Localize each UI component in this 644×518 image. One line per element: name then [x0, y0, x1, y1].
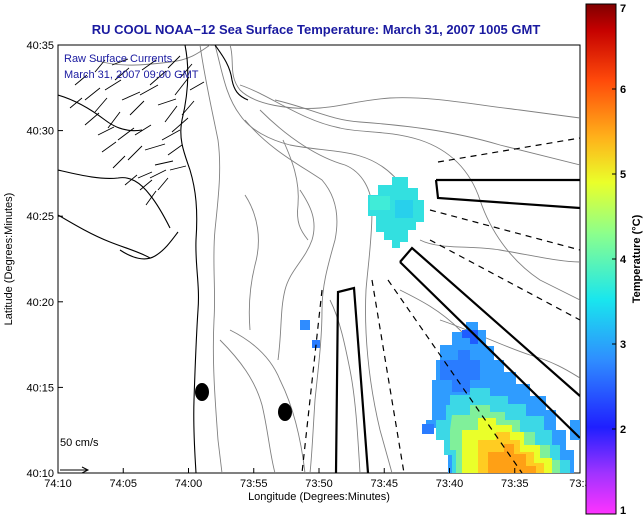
y-tick-label: 40:10 — [26, 468, 54, 480]
y-tick-label: 40:25 — [26, 211, 54, 223]
colorbar-tick-label: 1 — [620, 505, 626, 517]
colorbar-tick-label: 2 — [620, 424, 626, 436]
map-title: RU COOL NOAA−12 Sea Surface Temperature:… — [0, 22, 644, 37]
currents-label: Raw Surface Currents — [64, 53, 173, 65]
station-marker — [195, 383, 209, 401]
x-tick-label: 73:45 — [370, 478, 398, 490]
colorbar-tick-label: 4 — [620, 254, 627, 266]
y-tick-label: 40:30 — [26, 126, 54, 138]
x-axis-label: Longitude (Degrees:Minutes) — [248, 491, 390, 503]
x-axis: 74:10 74:05 74:00 73:55 73:50 73:45 73:40 73:35… — [44, 468, 591, 490]
colorbar-label: Temperature (°C) — [631, 214, 643, 303]
x-tick-label: 73:35 — [501, 478, 529, 490]
colorbar-tick-label: 6 — [620, 84, 626, 96]
coastline — [58, 45, 249, 473]
plot-area: Raw Surface Currents March 31, 2007 09:0… — [58, 45, 580, 473]
station-marker — [278, 403, 292, 421]
map-title-text: RU COOL NOAA−12 Sea Surface Temperature:… — [91, 22, 541, 37]
bathymetry-contours — [94, 45, 580, 473]
colorbar-tick-label: 7 — [620, 3, 626, 15]
colorbar-tick-label: 3 — [620, 339, 626, 351]
sst-speck — [300, 320, 310, 330]
x-tick-label: 74:10 — [44, 478, 72, 490]
x-tick-label: 73:40 — [436, 478, 464, 490]
colorbar — [585, 3, 617, 515]
current-vectors — [60, 55, 205, 473]
sst-pixels — [300, 177, 580, 473]
y-tick-label: 40:20 — [26, 297, 54, 309]
shipping-lanes — [301, 137, 580, 473]
x-tick-label: 73:3 — [569, 478, 590, 490]
x-tick-label: 74:00 — [175, 478, 203, 490]
y-axis: 40:35 40:30 40:25 40:20 40:15 40:10 — [26, 40, 63, 480]
y-axis-label: Latitude (Degrees:Minutes) — [3, 193, 15, 326]
colorbar-tick-label: 5 — [620, 169, 626, 181]
vector-scale-label: 50 cm/s — [60, 437, 99, 449]
x-tick-label: 73:50 — [305, 478, 333, 490]
y-tick-label: 40:35 — [26, 40, 54, 52]
x-tick-label: 74:05 — [109, 478, 137, 490]
x-tick-label: 73:55 — [240, 478, 268, 490]
currents-timestamp: March 31, 2007 09:00 GMT — [64, 69, 199, 81]
y-tick-label: 40:15 — [26, 382, 54, 394]
